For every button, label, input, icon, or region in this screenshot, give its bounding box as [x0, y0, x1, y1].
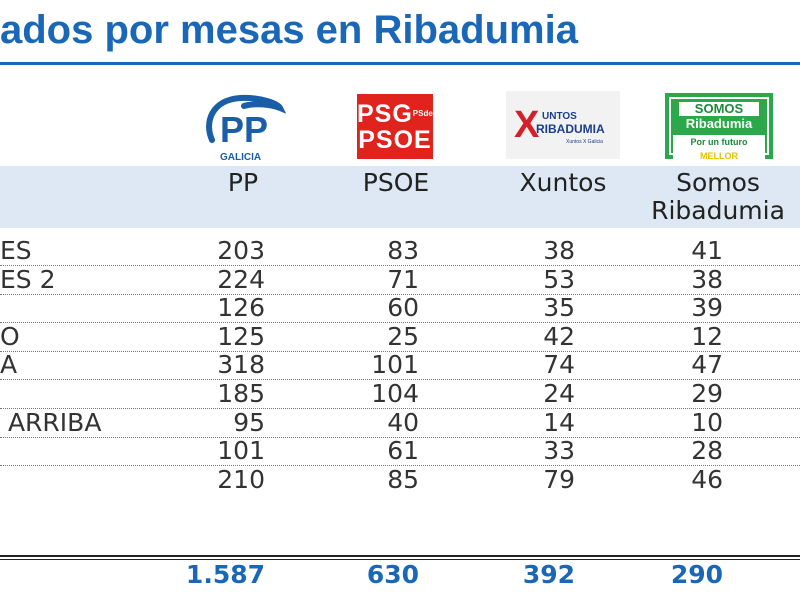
table-cell-psoe: 101: [371, 350, 419, 380]
somos-logo-top: SOMOS: [679, 102, 759, 116]
page-title: ados por mesas en Ribadumia: [0, 8, 578, 52]
table-cell-psoe: 60: [387, 293, 419, 323]
table-cell-xuntos: 53: [543, 264, 575, 294]
psoe-logo: PSGPSdeG PSOE: [357, 94, 440, 159]
totals-rule: [0, 555, 800, 557]
table-cell-pp: 126: [217, 293, 265, 323]
table-cell-somos-ribadumia: 47: [691, 350, 723, 380]
table-cell-pp: 185: [217, 379, 265, 408]
row-label: ES 2: [0, 264, 56, 294]
total-cell-xuntos: 392: [522, 560, 575, 589]
table-cell-somos-ribadumia: 46: [691, 464, 723, 494]
table-cell-pp: 101: [217, 436, 265, 466]
table-cell-xuntos: 38: [543, 236, 575, 265]
table-cell-psoe: 61: [387, 436, 419, 466]
row-divider: [0, 436, 800, 438]
somos-logo: SOMOS Ribadumia Por un futuro MELLOR: [665, 93, 773, 163]
somos-logo-tag: Por un futuro MELLOR: [673, 135, 765, 163]
row-divider: [0, 322, 800, 324]
xuntos-logo-sub: Xuntos X Galicia: [566, 139, 603, 145]
table-cell-psoe: 40: [387, 407, 419, 437]
table-cell-pp: 203: [217, 236, 265, 265]
column-header-somos-ribadumia: Somos Ribadumia: [651, 168, 785, 225]
row-divider: [0, 350, 800, 352]
table-cell-somos-ribadumia: 12: [691, 321, 723, 351]
total-cell-somos-ribadumia: 290: [670, 560, 723, 589]
table-cell-pp: 224: [217, 264, 265, 294]
column-header-psoe: PSOE: [362, 168, 430, 197]
pp-logo-mark: PP: [220, 109, 268, 150]
table-cell-somos-ribadumia: 28: [691, 436, 723, 466]
table-cell-somos-ribadumia: 41: [691, 236, 723, 265]
total-cell-pp: 1.587: [185, 560, 265, 589]
column-header-xuntos: Xuntos: [519, 168, 607, 197]
psoe-logo-line2: PSOE: [358, 126, 432, 154]
row-label: ARRIBA: [0, 407, 102, 437]
table-cell-xuntos: 24: [543, 379, 575, 408]
totals-rule: [0, 559, 800, 560]
table-cell-pp: 318: [217, 350, 265, 380]
table-cell-psoe: 85: [387, 464, 419, 494]
table-cell-xuntos: 79: [543, 464, 575, 494]
xuntos-logo-main: RIBADUMIA: [536, 122, 605, 136]
xuntos-logo-top: UNTOS: [542, 111, 577, 122]
psoe-logo-line1: PSGPSdeG: [357, 100, 440, 128]
row-label: ES: [0, 236, 32, 265]
table-cell-psoe: 104: [371, 379, 419, 408]
title-rule: [0, 62, 800, 65]
table-cell-somos-ribadumia: 29: [691, 379, 723, 408]
table-cell-xuntos: 14: [543, 407, 575, 437]
column-header-pp: PP: [227, 168, 259, 197]
table-cell-xuntos: 33: [543, 436, 575, 466]
table-cell-psoe: 25: [387, 321, 419, 351]
xuntos-logo-x: X: [514, 104, 540, 146]
table-cell-psoe: 83: [387, 236, 419, 265]
xuntos-logo: X UNTOS RIBADUMIA Xuntos X Galicia: [506, 91, 620, 159]
table-cell-psoe: 71: [387, 264, 419, 294]
row-divider: [0, 408, 800, 409]
table-cell-pp: 210: [217, 464, 265, 494]
somos-logo-main: Ribadumia: [685, 116, 753, 131]
table-cell-pp: 125: [217, 321, 265, 351]
row-divider: [0, 465, 800, 467]
table-cell-xuntos: 42: [543, 321, 575, 351]
total-cell-psoe: 630: [366, 560, 419, 589]
row-label: O: [0, 321, 20, 351]
table-cell-xuntos: 35: [543, 293, 575, 323]
table-cell-somos-ribadumia: 10: [691, 407, 723, 437]
table-header-band: [0, 166, 800, 228]
row-divider: [0, 379, 800, 381]
row-divider: [0, 265, 800, 266]
row-label: A: [0, 350, 18, 380]
table-cell-pp: 95: [233, 407, 265, 437]
table-cell-somos-ribadumia: 38: [691, 264, 723, 294]
pp-logo: PP GALICIA: [200, 92, 288, 163]
table-cell-xuntos: 74: [543, 350, 575, 380]
row-divider: [0, 293, 800, 295]
pp-logo-sub: GALICIA: [220, 152, 261, 162]
table-cell-somos-ribadumia: 39: [691, 293, 723, 323]
